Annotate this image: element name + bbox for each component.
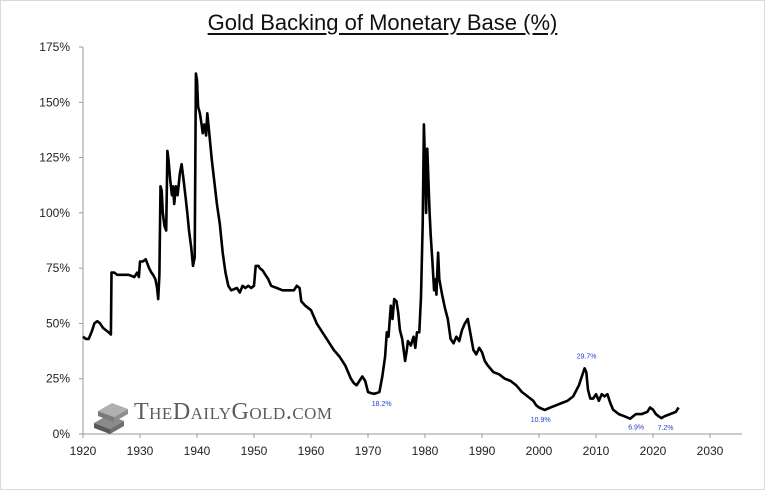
x-tick-label: 1980	[412, 444, 439, 458]
x-tick-label: 1970	[355, 444, 382, 458]
x-axis-ticks: 1920 1930 1940 1950 1960 1970 1980 1990 2000 2010…	[70, 434, 724, 458]
y-tick-label: 75%	[46, 261, 70, 275]
y-tick-label: 25%	[46, 372, 70, 386]
x-tick-label: 1990	[469, 444, 496, 458]
x-tick-label: 1960	[298, 444, 325, 458]
series-line	[82, 72, 680, 420]
watermark-logo: TheDailyGold.com	[90, 393, 370, 437]
y-axis-ticks: 0% 25% 50% 75% 100% 125% 150% 175%	[39, 40, 83, 441]
data-label: 7.2%	[658, 425, 674, 432]
x-tick-label: 1950	[241, 444, 268, 458]
x-tick-label: 1940	[184, 444, 211, 458]
data-label: 6.9%	[628, 425, 644, 432]
data-label: 10.9%	[531, 417, 551, 424]
x-tick-label: 1920	[70, 444, 97, 458]
watermark-text: TheDailyGold.com	[134, 399, 333, 425]
y-tick-label: 175%	[39, 40, 70, 54]
x-tick-label: 2000	[526, 444, 553, 458]
x-tick-label: 2030	[697, 444, 724, 458]
y-tick-label: 150%	[39, 95, 70, 109]
data-label: 18.2%	[372, 401, 392, 408]
y-tick-label: 50%	[46, 316, 70, 330]
y-tick-label: 0%	[53, 427, 71, 441]
x-tick-label: 1930	[127, 444, 154, 458]
axes	[82, 47, 742, 435]
x-tick-label: 2020	[640, 444, 667, 458]
data-label: 29.7%	[577, 353, 597, 360]
gold-bars-icon	[94, 403, 128, 434]
chart-title-text: Gold Backing of Monetary Base (%)	[207, 10, 558, 35]
y-tick-label: 100%	[39, 206, 70, 220]
chart-title: Gold Backing of Monetary Base (%)	[0, 10, 765, 36]
y-tick-label: 125%	[39, 151, 70, 165]
x-tick-label: 2010	[583, 444, 610, 458]
series-layer	[82, 72, 680, 420]
annotations: 18.2% 29.7% 10.9% 6.9% 7.2%	[372, 353, 674, 432]
